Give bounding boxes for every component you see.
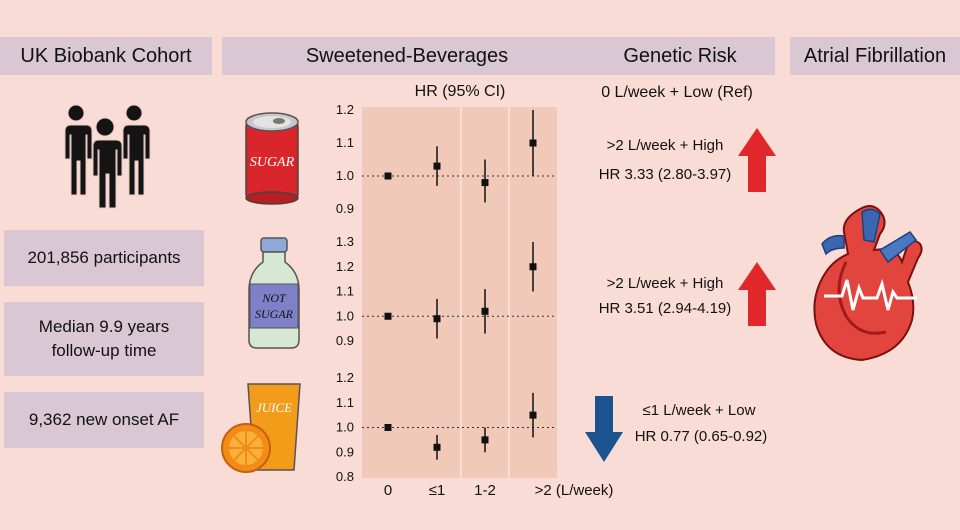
panel-2-tick-3: 1.1 xyxy=(336,395,354,410)
column-band-0 xyxy=(362,107,412,478)
column-band-2 xyxy=(462,107,508,478)
panel-1-tick-2: 1.1 xyxy=(336,284,354,299)
onset-box: 9,362 new onset AF xyxy=(4,392,204,448)
panel-1-point-2 xyxy=(481,307,489,315)
column-band-3 xyxy=(510,107,557,478)
panel-0-tick-2: 1.1 xyxy=(336,135,354,150)
bottle-icon: NOT SUGAR xyxy=(248,237,300,349)
header-genetic-label: Genetic Risk xyxy=(623,44,737,67)
panel-1-tick-4: 1.3 xyxy=(336,234,354,249)
not-sugar-label: SUGAR xyxy=(255,307,294,321)
followup-box: Median 9.9 years follow-up time xyxy=(4,302,204,376)
header-genetic: Genetic Risk xyxy=(585,37,775,75)
panel-2-point-3 xyxy=(529,411,537,419)
panel-0-point-1 xyxy=(433,162,441,170)
ref-label: 0 L/week + Low (Ref) xyxy=(601,84,753,101)
sugar-label: SUGAR xyxy=(250,155,295,170)
panel-0-point-0 xyxy=(384,172,392,180)
result-group-2: >2 L/week + High xyxy=(606,275,724,292)
panel-1-point-0 xyxy=(384,312,392,320)
panel-0-tick-1: 1.0 xyxy=(336,168,354,183)
panel-2-point-2 xyxy=(481,436,489,444)
header-af: Atrial Fibrillation xyxy=(790,37,960,75)
hr-label: HR (95% CI) xyxy=(414,83,506,100)
result-group-1: >2 L/week + High xyxy=(606,137,724,154)
panel-0-tick-3: 1.2 xyxy=(336,102,354,117)
juice-glass-icon: JUICE xyxy=(221,383,301,473)
header-cohort-label: UK Biobank Cohort xyxy=(20,44,192,67)
result-group-3: ≤1 L/week + Low xyxy=(642,402,756,419)
header-cohort: UK Biobank Cohort xyxy=(0,37,212,75)
header-beverages: Sweetened-Beverages xyxy=(222,37,592,75)
panel-0-point-3 xyxy=(529,139,537,147)
followup-line2: follow-up time xyxy=(51,341,157,360)
result-hr-3: HR 0.77 (0.65-0.92) xyxy=(634,428,768,445)
panel-0-point-2 xyxy=(481,179,489,187)
followup-line1: Median 9.9 years xyxy=(38,317,170,336)
panel-1-point-3 xyxy=(529,263,537,271)
result-hr-1: HR 3.33 (2.80-3.97) xyxy=(598,166,732,183)
not-label: NOT xyxy=(261,291,287,305)
panel-1-point-1 xyxy=(433,315,441,323)
panel-1-tick-3: 1.2 xyxy=(336,259,354,274)
header-af-label: Atrial Fibrillation xyxy=(803,44,947,67)
column-band-1 xyxy=(412,107,460,478)
x-label-3: >2 (L/week) xyxy=(535,482,614,499)
panel-2-tick-1: 0.9 xyxy=(336,444,354,459)
result-hr-2: HR 3.51 (2.94-4.19) xyxy=(598,300,732,317)
header-beverages-label: Sweetened-Beverages xyxy=(305,44,509,67)
juice-label: JUICE xyxy=(256,400,292,415)
onset-text: 9,362 new onset AF xyxy=(28,410,180,429)
panel-2-tick-0: 0.8 xyxy=(336,469,354,484)
panel-1-tick-1: 1.0 xyxy=(336,308,354,323)
panel-0-tick-0: 0.9 xyxy=(336,201,354,216)
panel-1-tick-0: 0.9 xyxy=(336,333,354,348)
participants-box: 201,856 participants xyxy=(4,230,204,286)
panel-2-tick-2: 1.0 xyxy=(336,420,354,435)
x-label-0: 0 xyxy=(384,482,392,499)
x-label-1: ≤1 xyxy=(429,482,446,499)
panel-2-point-0 xyxy=(384,424,392,431)
heart-icon xyxy=(813,205,923,362)
soda-can-icon: SUGAR xyxy=(245,112,299,205)
x-label-2: 1-2 xyxy=(474,482,496,499)
participants-text: 201,856 participants xyxy=(27,248,181,267)
panel-2-tick-4: 1.2 xyxy=(336,370,354,385)
panel-2-point-1 xyxy=(433,443,441,451)
